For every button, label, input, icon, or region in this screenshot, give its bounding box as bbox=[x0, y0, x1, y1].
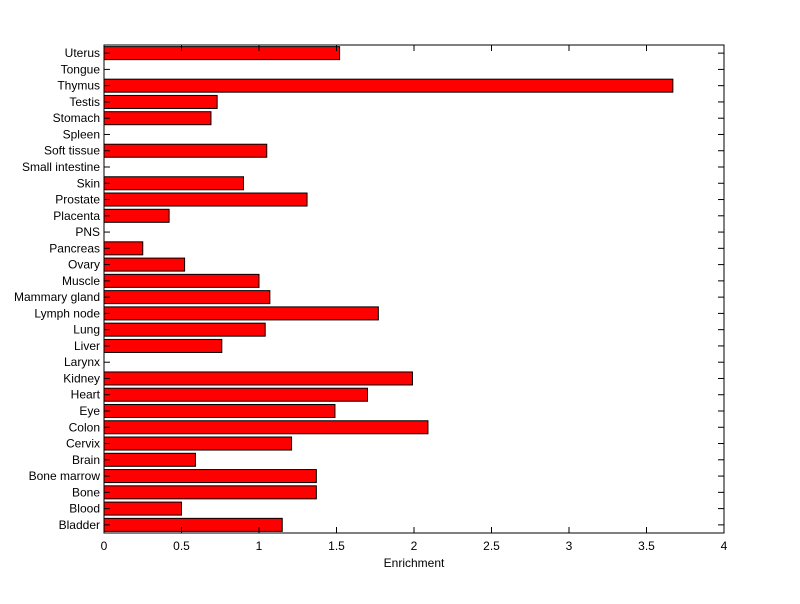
y-tick-label-cervix: Cervix bbox=[66, 437, 100, 451]
bar-ovary bbox=[103, 257, 186, 272]
y-tick-label-blood: Blood bbox=[69, 502, 100, 516]
y-tick-label-kidney: Kidney bbox=[63, 371, 100, 385]
bar-lung bbox=[103, 322, 266, 337]
y-tick-label-pns: PNS bbox=[75, 225, 100, 239]
y-tick-label-muscle: Muscle bbox=[62, 274, 100, 288]
y-tick-label-uterus: Uterus bbox=[65, 46, 100, 60]
y-tick-label-lung: Lung bbox=[73, 323, 100, 337]
bar-mammary-gland bbox=[103, 290, 271, 305]
bar-skin bbox=[103, 176, 244, 191]
y-tick-label-colon: Colon bbox=[69, 420, 100, 434]
y-tick-label-placenta: Placenta bbox=[53, 209, 100, 223]
y-tick-label-skin: Skin bbox=[77, 176, 100, 190]
bar-stomach bbox=[103, 111, 212, 126]
bar-testis bbox=[103, 94, 218, 109]
y-tick-label-soft-tissue: Soft tissue bbox=[44, 144, 100, 158]
bar-bladder bbox=[103, 517, 283, 532]
bar-bone-marrow bbox=[103, 469, 317, 484]
y-tick-label-bone: Bone bbox=[72, 485, 100, 499]
bar-thymus bbox=[103, 78, 674, 93]
bar-colon bbox=[103, 420, 429, 435]
y-tick-label-pancreas: Pancreas bbox=[49, 241, 100, 255]
bar-prostate bbox=[103, 192, 308, 207]
x-tick-label: 2.5 bbox=[483, 539, 500, 553]
y-tick-label-mammary-gland: Mammary gland bbox=[14, 290, 100, 304]
x-tick-label: 4 bbox=[721, 539, 728, 553]
x-tick-label: 0.5 bbox=[173, 539, 190, 553]
y-tick-label-lymph-node: Lymph node bbox=[34, 306, 100, 320]
bar-cervix bbox=[103, 436, 293, 451]
x-tick-label: 3 bbox=[566, 539, 573, 553]
y-tick-label-bladder: Bladder bbox=[59, 518, 100, 532]
y-tick-label-spleen: Spleen bbox=[63, 127, 100, 141]
y-tick-label-stomach: Stomach bbox=[53, 111, 100, 125]
bar-kidney bbox=[103, 371, 413, 386]
y-tick-label-ovary: Ovary bbox=[68, 258, 100, 272]
bar-placenta bbox=[103, 208, 170, 223]
bar-blood bbox=[103, 501, 182, 516]
bar-muscle bbox=[103, 273, 260, 288]
bar-liver bbox=[103, 338, 223, 353]
bar-uterus bbox=[103, 46, 341, 61]
y-tick-label-prostate: Prostate bbox=[55, 193, 100, 207]
x-tick-label: 1 bbox=[256, 539, 263, 553]
bar-heart bbox=[103, 387, 368, 402]
y-tick-label-small-intestine: Small intestine bbox=[22, 160, 100, 174]
x-tick-label: 2 bbox=[411, 539, 418, 553]
bar-lymph-node bbox=[103, 306, 379, 321]
bar-soft-tissue bbox=[103, 143, 268, 158]
y-tick-label-heart: Heart bbox=[71, 388, 101, 402]
y-tick-label-testis: Testis bbox=[69, 95, 100, 109]
bar-eye bbox=[103, 403, 336, 419]
bar-brain bbox=[103, 452, 196, 467]
y-tick-label-larynx: Larynx bbox=[64, 355, 100, 369]
x-tick-label: 3.5 bbox=[638, 539, 655, 553]
y-tick-label-eye: Eye bbox=[79, 404, 100, 418]
bar-bone bbox=[103, 485, 317, 500]
y-tick-label-thymus: Thymus bbox=[57, 79, 100, 93]
y-tick-label-liver: Liver bbox=[74, 339, 100, 353]
x-tick-label: 0 bbox=[101, 539, 108, 553]
y-tick-label-brain: Brain bbox=[72, 453, 100, 467]
y-tick-label-tongue: Tongue bbox=[61, 62, 101, 76]
x-tick-label: 1.5 bbox=[328, 539, 345, 553]
y-tick-label-bone-marrow: Bone marrow bbox=[29, 469, 101, 483]
x-axis-label: Enrichment bbox=[384, 556, 445, 570]
